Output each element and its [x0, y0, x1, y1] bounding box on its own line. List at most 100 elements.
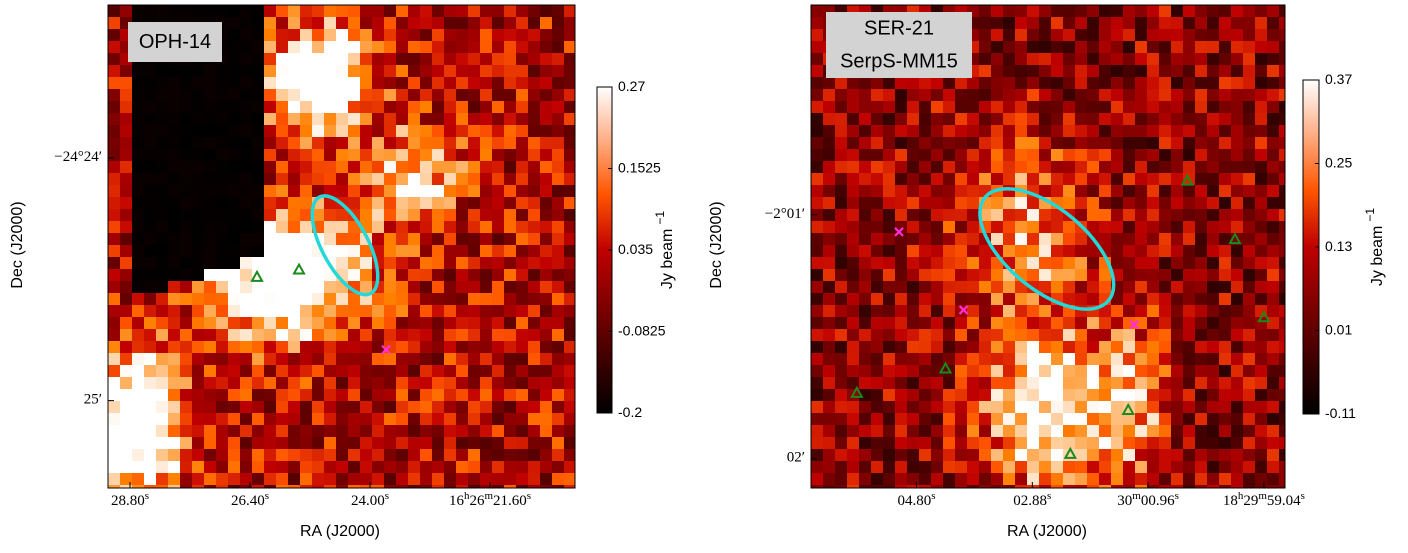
map-pixel	[384, 365, 397, 378]
map-pixel	[1243, 257, 1256, 270]
map-pixel	[240, 29, 253, 42]
map-pixel	[180, 485, 193, 489]
map-pixel	[204, 401, 217, 414]
map-pixel	[420, 137, 433, 150]
map-pixel	[859, 197, 872, 210]
map-pixel	[192, 101, 205, 114]
map-pixel	[967, 173, 980, 186]
map-pixel	[847, 281, 860, 294]
map-pixel	[1147, 269, 1160, 282]
map-pixel	[408, 461, 421, 474]
map-pixel	[228, 377, 241, 390]
map-pixel	[120, 461, 133, 474]
map-pixel	[252, 389, 265, 402]
map-pixel	[1027, 353, 1040, 366]
map-pixel	[276, 5, 289, 18]
map-pixel	[943, 353, 956, 366]
map-pixel	[1099, 233, 1112, 246]
colorbar-label: Jy beam−1	[1363, 208, 1386, 286]
map-pixel	[823, 137, 836, 150]
map-pixel	[492, 161, 505, 174]
map-pixel	[1075, 65, 1088, 78]
map-pixel	[336, 473, 349, 486]
map-pixel	[1039, 173, 1052, 186]
map-pixel	[859, 449, 872, 462]
map-pixel	[847, 149, 860, 162]
map-pixel	[1159, 101, 1172, 114]
map-pixel	[432, 341, 445, 354]
map-pixel	[372, 41, 385, 54]
map-pixel	[1111, 389, 1124, 402]
map-pixel	[216, 101, 229, 114]
beam-ellipse	[310, 194, 380, 297]
map-pixel	[1159, 485, 1172, 489]
map-pixel	[1135, 461, 1148, 474]
map-pixel	[360, 5, 373, 18]
map-pixel	[1063, 101, 1076, 114]
map-pixel	[372, 161, 385, 174]
map-pixel	[240, 473, 253, 486]
map-pixel	[144, 377, 157, 390]
map-pixel	[907, 473, 920, 486]
map-pixel	[1207, 257, 1220, 270]
map-pixel	[1099, 29, 1112, 42]
map-pixel	[1027, 389, 1040, 402]
map-pixel	[1147, 485, 1160, 489]
map-pixel	[859, 269, 872, 282]
map-pixel	[1099, 41, 1112, 54]
map-pixel	[276, 233, 289, 246]
map-pixel	[1039, 17, 1052, 30]
map-pixel	[919, 401, 932, 414]
map-pixel	[384, 317, 397, 330]
map-pixel	[228, 425, 241, 438]
map-pixel	[552, 149, 565, 162]
map-pixel	[1099, 53, 1112, 66]
map-pixel	[943, 113, 956, 126]
map-pixel	[883, 365, 896, 378]
map-pixel	[1111, 65, 1124, 78]
map-pixel	[1159, 461, 1172, 474]
map-pixel	[895, 197, 908, 210]
map-pixel	[1267, 65, 1280, 78]
map-pixel	[967, 233, 980, 246]
map-pixel	[883, 257, 896, 270]
map-pixel	[967, 293, 980, 306]
map-pixel	[204, 245, 217, 258]
map-pixel	[348, 425, 361, 438]
map-pixel	[492, 461, 505, 474]
map-pixel	[528, 341, 541, 354]
map-pixel	[564, 401, 576, 414]
map-pixel	[456, 185, 469, 198]
map-pixel	[120, 401, 133, 414]
map-pixel	[1279, 341, 1286, 354]
map-pixel	[384, 437, 397, 450]
map-pixel	[1015, 5, 1028, 18]
map-pixel	[895, 149, 908, 162]
map-pixel	[1075, 365, 1088, 378]
map-pixel	[408, 185, 421, 198]
map-pixel	[348, 53, 361, 66]
map-pixel	[168, 233, 181, 246]
map-pixel	[895, 353, 908, 366]
map-pixel	[492, 293, 505, 306]
map-pixel	[1051, 353, 1064, 366]
map-pixel	[300, 281, 313, 294]
map-pixel	[168, 341, 181, 354]
map-pixel	[192, 317, 205, 330]
map-pixel	[1135, 101, 1148, 114]
map-pixel	[1123, 41, 1136, 54]
map-pixel	[144, 473, 157, 486]
map-pixel	[456, 65, 469, 78]
map-pixel	[108, 353, 121, 366]
map-pixel	[144, 65, 157, 78]
map-pixel	[108, 437, 121, 450]
map-pixel	[564, 41, 576, 54]
map-pixel	[264, 461, 277, 474]
map-pixel	[931, 197, 944, 210]
map-pixel	[300, 77, 313, 90]
map-pixel	[943, 173, 956, 186]
map-pixel	[204, 209, 217, 222]
map-pixel	[516, 437, 529, 450]
map-pixel	[1075, 293, 1088, 306]
map-pixel	[1195, 485, 1208, 489]
